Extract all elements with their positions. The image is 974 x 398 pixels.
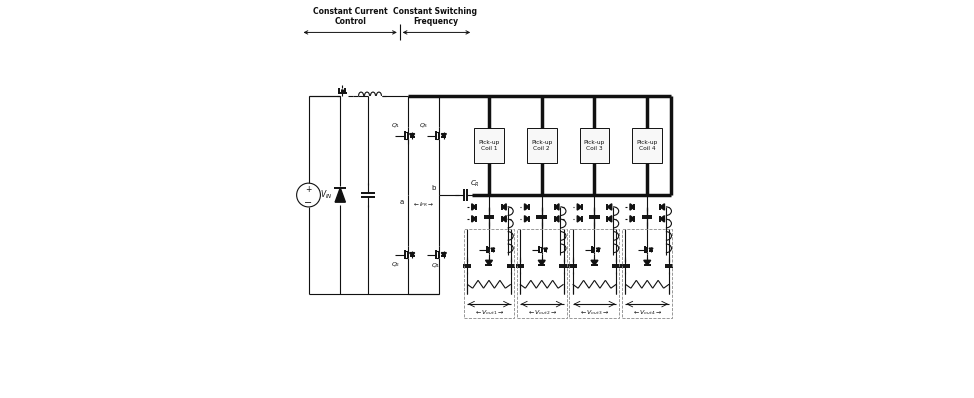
Polygon shape	[539, 260, 545, 265]
Polygon shape	[410, 253, 415, 256]
Text: $\leftarrow I_{PR}\rightarrow$: $\leftarrow I_{PR}\rightarrow$	[412, 201, 434, 209]
Polygon shape	[502, 216, 506, 222]
Bar	[517, 229, 567, 318]
Bar	[464, 229, 514, 318]
Polygon shape	[660, 216, 664, 222]
Polygon shape	[491, 248, 495, 251]
Bar	[527, 128, 556, 163]
Polygon shape	[649, 248, 653, 251]
Text: b: b	[431, 185, 435, 191]
Polygon shape	[342, 90, 345, 92]
Polygon shape	[554, 216, 559, 222]
Text: a: a	[399, 199, 404, 205]
Polygon shape	[630, 216, 634, 222]
Polygon shape	[608, 216, 612, 222]
Polygon shape	[485, 260, 493, 265]
Polygon shape	[471, 204, 476, 210]
Text: Constant Current
Control: Constant Current Control	[313, 7, 388, 26]
Polygon shape	[524, 204, 529, 210]
Circle shape	[297, 183, 320, 207]
Text: Pick-up
Coil 1: Pick-up Coil 1	[478, 140, 500, 151]
Polygon shape	[471, 216, 476, 222]
Text: $Q_2$: $Q_2$	[392, 260, 400, 269]
Text: +: +	[305, 185, 312, 193]
Polygon shape	[608, 204, 612, 210]
Polygon shape	[591, 260, 598, 265]
Text: Pick-up
Coil 4: Pick-up Coil 4	[637, 140, 657, 151]
Polygon shape	[554, 204, 559, 210]
Polygon shape	[441, 134, 446, 137]
Polygon shape	[660, 204, 664, 210]
Text: Pick-up
Coil 3: Pick-up Coil 3	[583, 140, 605, 151]
Polygon shape	[502, 204, 506, 210]
Text: $Q_1$: $Q_1$	[392, 121, 400, 130]
Bar	[474, 128, 504, 163]
Text: $\leftarrow V_{out2}\rightarrow$: $\leftarrow V_{out2}\rightarrow$	[527, 308, 557, 317]
Polygon shape	[441, 253, 446, 256]
Bar	[570, 229, 619, 318]
Bar	[622, 229, 672, 318]
Text: Constant Switching
Frequency: Constant Switching Frequency	[393, 7, 477, 26]
Polygon shape	[578, 204, 581, 210]
Text: $V_{IN}$: $V_{IN}$	[320, 189, 333, 201]
Polygon shape	[630, 204, 634, 210]
Polygon shape	[543, 248, 547, 251]
Text: −: −	[305, 198, 313, 208]
Text: $\leftarrow V_{out1}\rightarrow$: $\leftarrow V_{out1}\rightarrow$	[474, 308, 505, 317]
Text: $\leftarrow V_{out3}\rightarrow$: $\leftarrow V_{out3}\rightarrow$	[580, 308, 610, 317]
Text: $Q_3$: $Q_3$	[419, 121, 429, 130]
Polygon shape	[578, 216, 581, 222]
Polygon shape	[410, 134, 415, 137]
Text: $\leftarrow V_{out4}\rightarrow$: $\leftarrow V_{out4}\rightarrow$	[632, 308, 662, 317]
Bar	[632, 128, 662, 163]
Text: Pick-up
Coil 2: Pick-up Coil 2	[531, 140, 552, 151]
Bar	[580, 128, 610, 163]
Text: $C_R$: $C_R$	[470, 179, 480, 189]
Polygon shape	[644, 260, 651, 265]
Text: $Q_4$: $Q_4$	[431, 261, 440, 270]
Polygon shape	[524, 216, 529, 222]
Polygon shape	[335, 188, 346, 202]
Polygon shape	[596, 248, 600, 251]
